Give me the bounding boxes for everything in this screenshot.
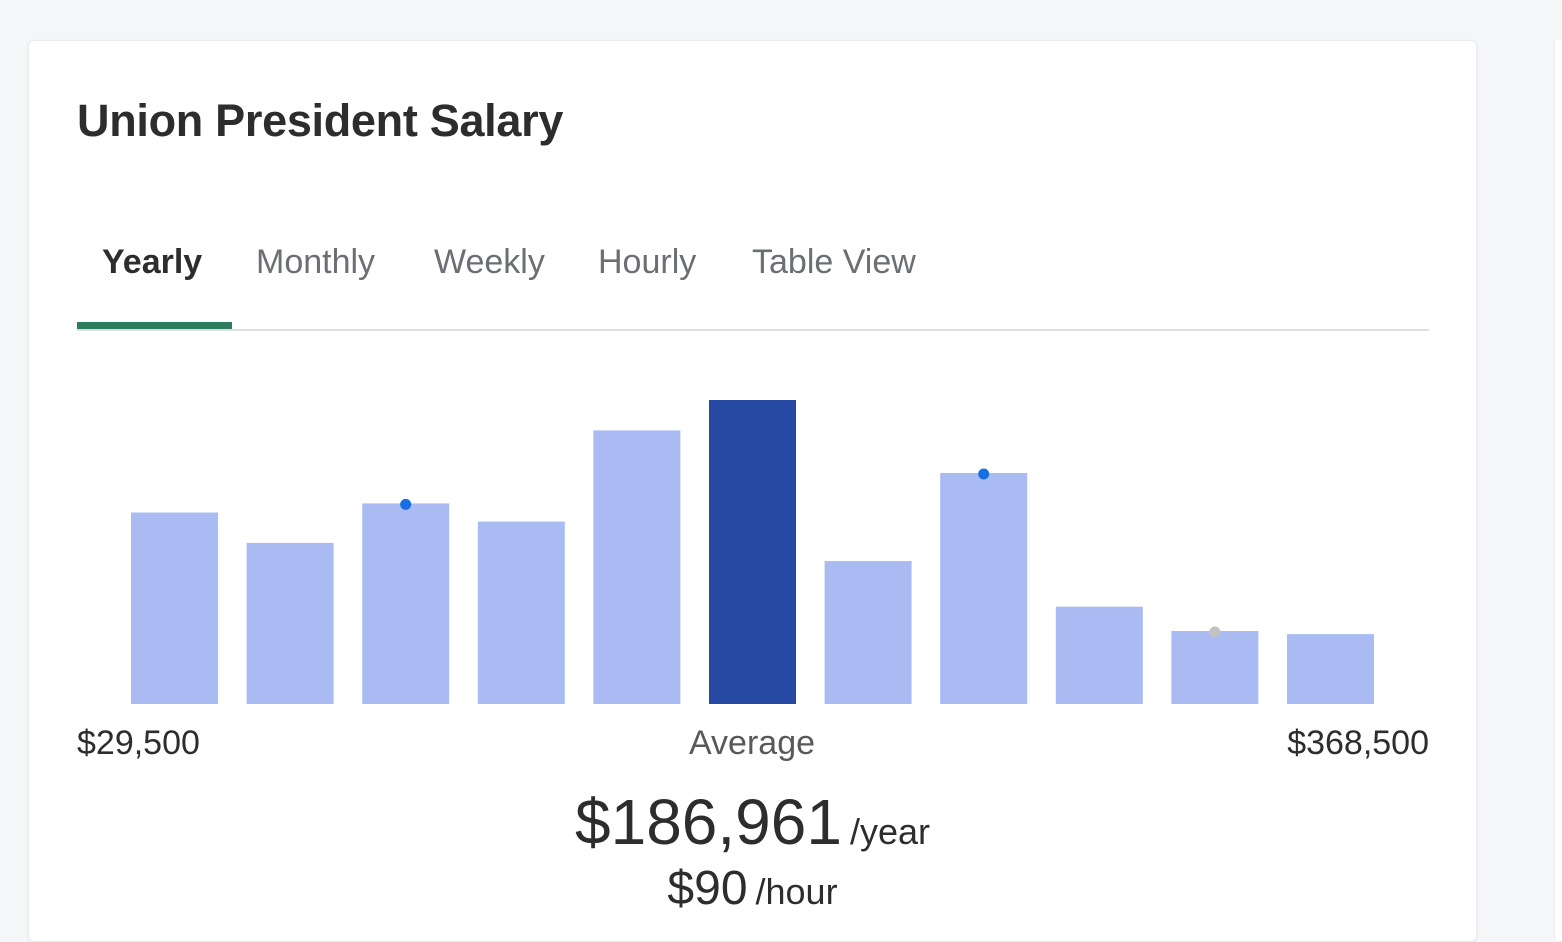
adjacent-card-edge	[1554, 40, 1562, 940]
hourly-salary-value: $90	[667, 862, 748, 915]
salary-card: Union President Salary Yearly Monthly We…	[28, 40, 1477, 942]
histogram-bar[interactable]	[1171, 631, 1259, 704]
active-tab-indicator	[77, 322, 232, 329]
histogram-bar[interactable]	[131, 512, 218, 705]
tab-table-view[interactable]: Table View	[752, 243, 916, 281]
tab-hourly[interactable]: Hourly	[598, 243, 697, 281]
hourly-summary: $90/hour	[29, 859, 1476, 919]
salary-histogram	[131, 400, 1374, 705]
histogram-bar[interactable]	[1055, 606, 1143, 704]
histogram-bar[interactable]	[593, 430, 681, 704]
histogram-bar[interactable]	[246, 542, 334, 704]
histogram-bar[interactable]	[477, 521, 565, 704]
histogram-bar[interactable]	[362, 503, 450, 704]
histogram-bar[interactable]	[940, 473, 1028, 704]
axis-min-label: $29,500	[77, 724, 200, 762]
axis-max-label: $368,500	[1287, 724, 1429, 762]
yearly-salary-value: $186,961	[575, 786, 842, 858]
page-title: Union President Salary	[77, 95, 564, 146]
yearly-unit: /year	[849, 811, 930, 852]
tab-monthly[interactable]: Monthly	[256, 243, 376, 281]
histogram-bar-average[interactable]	[709, 400, 796, 704]
yearly-summary: $186,961/year	[29, 783, 1476, 861]
average-label: Average	[688, 724, 816, 762]
tab-weekly[interactable]: Weekly	[434, 243, 545, 281]
hourly-unit: /hour	[755, 871, 838, 912]
tab-yearly[interactable]: Yearly	[102, 243, 203, 281]
histogram-bar[interactable]	[1287, 634, 1374, 704]
period-tabs: Yearly Monthly Weekly Hourly Table View	[77, 231, 1429, 331]
histogram-bar[interactable]	[824, 561, 912, 704]
